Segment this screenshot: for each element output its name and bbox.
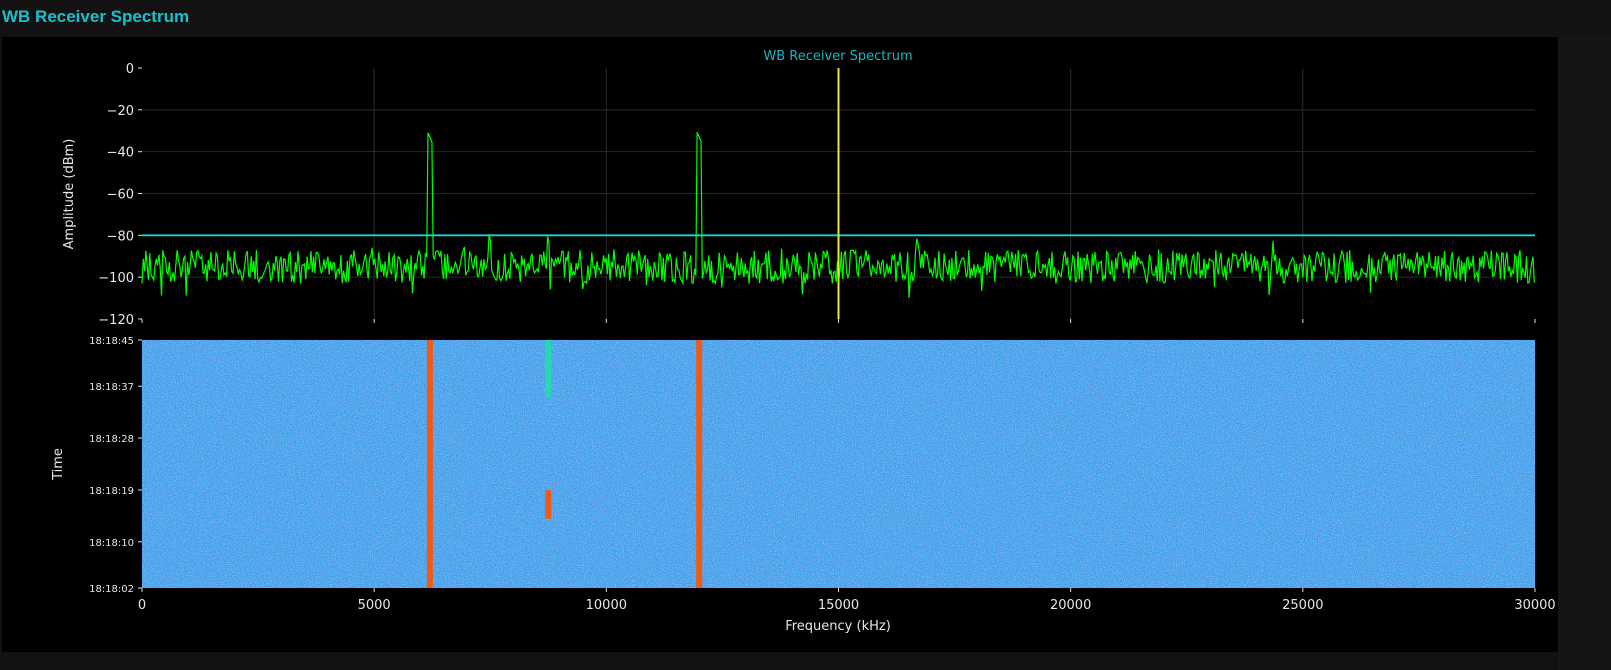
y-tick-label: −60 bbox=[107, 188, 134, 203]
spectrum-y-label: Amplitude (dBm) bbox=[62, 139, 77, 250]
spectrum-y-axis: 0 −20 −40 −60 −80 −100 −120 bbox=[98, 62, 142, 328]
right-gutter bbox=[1558, 37, 1611, 670]
y-tick-label: −20 bbox=[107, 104, 134, 119]
frequency-x-axis: 0 5000 10000 15000 20000 25000 30000 bbox=[138, 319, 1556, 613]
y-tick-label: −120 bbox=[98, 313, 134, 328]
x-tick-label: 25000 bbox=[1282, 598, 1323, 613]
y-tick-label: −100 bbox=[98, 271, 134, 286]
waterfall-heatmap bbox=[142, 340, 1535, 588]
plot-title: WB Receiver Spectrum bbox=[763, 49, 912, 64]
time-tick-label: 18:18:45 bbox=[89, 336, 134, 347]
y-tick-label: −80 bbox=[107, 229, 134, 244]
x-tick-label: 20000 bbox=[1050, 598, 1091, 613]
time-tick-label: 18:18:10 bbox=[89, 538, 134, 549]
waterfall-signal bbox=[545, 340, 552, 398]
x-tick-label: 0 bbox=[138, 598, 146, 613]
time-tick-label: 18:18:28 bbox=[89, 434, 134, 445]
waterfall-signal bbox=[426, 340, 433, 588]
x-tick-label: 30000 bbox=[1514, 598, 1555, 613]
time-tick-label: 18:18:02 bbox=[89, 584, 134, 595]
y-tick-label: −40 bbox=[107, 146, 134, 161]
waterfall-signal bbox=[545, 489, 552, 519]
x-tick-label: 15000 bbox=[818, 598, 859, 613]
app-header: WB Receiver Spectrum bbox=[0, 0, 1611, 37]
x-axis-label: Frequency (kHz) bbox=[785, 619, 891, 634]
waterfall-y-axis: 18:18:45 18:18:37 18:18:28 18:18:19 18:18:10… bbox=[89, 336, 142, 595]
x-tick-label: 5000 bbox=[358, 598, 391, 613]
time-tick-label: 18:18:37 bbox=[89, 382, 134, 393]
waterfall-signal bbox=[696, 340, 703, 588]
waterfall-signals bbox=[426, 340, 703, 588]
x-tick-label: 10000 bbox=[586, 598, 627, 613]
app-title: WB Receiver Spectrum bbox=[2, 7, 190, 26]
waterfall-y-label: Time bbox=[51, 448, 66, 481]
time-tick-label: 18:18:19 bbox=[89, 486, 134, 497]
y-tick-label: 0 bbox=[126, 62, 134, 77]
